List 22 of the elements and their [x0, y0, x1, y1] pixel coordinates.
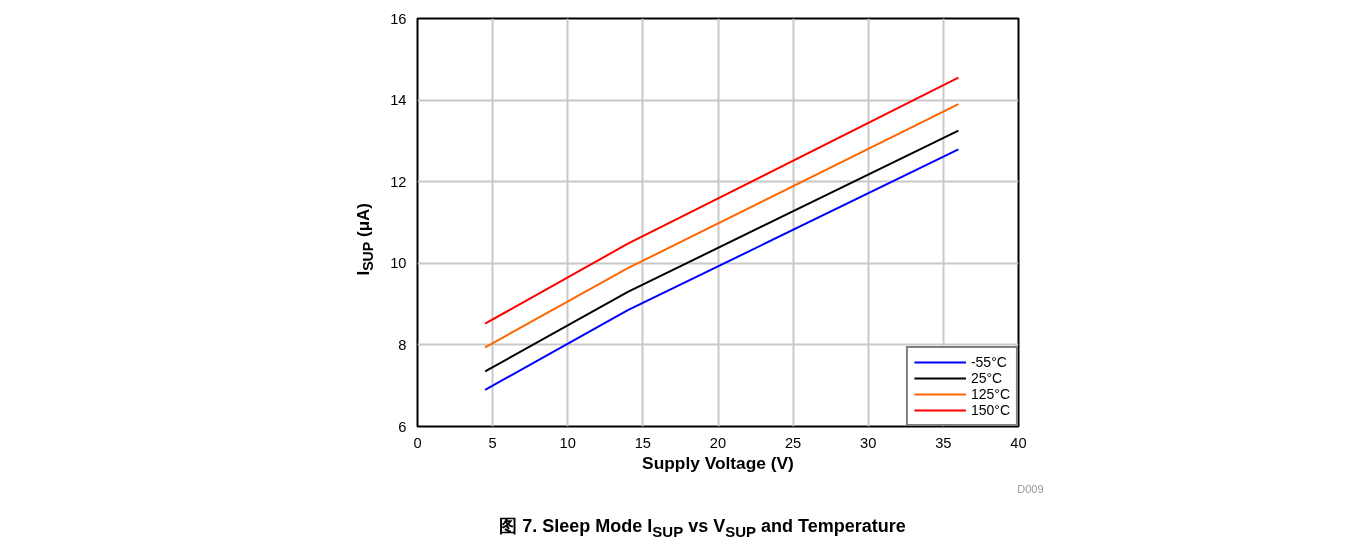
x-tick-label: 15 [634, 434, 652, 451]
y-tick-label: 10 [390, 255, 407, 272]
x-axis-title: Supply Voltage (V) [642, 452, 794, 473]
x-tick-label: 30 [860, 434, 877, 451]
y-tick-label: 6 [398, 418, 407, 435]
legend-label: 25°C [970, 370, 1003, 386]
x-tick-label: 25 [784, 434, 802, 451]
y-tick-label: 8 [398, 336, 407, 353]
text: 图 7. Sleep Mode I$_{SUP}$ vs V$_{SUP}$ and Temperature [498, 515, 907, 539]
x-tick-label: 35 [935, 434, 952, 451]
y-tick-label: 14 [390, 92, 407, 109]
x-tick-label: 20 [709, 434, 727, 451]
text: D009 [1017, 482, 1044, 495]
x-tick-label: 40 [1010, 434, 1027, 451]
y-tick-label: 12 [390, 173, 407, 190]
legend-label: 125°C [970, 386, 1010, 402]
legend-label: 150°C [970, 402, 1010, 418]
x-tick-label: 10 [559, 434, 576, 451]
x-tick-label: 5 [488, 434, 497, 451]
x-tick-label: 0 [413, 434, 422, 451]
legend-label: -55°C [970, 354, 1007, 370]
y-tick-label: 16 [390, 10, 407, 27]
